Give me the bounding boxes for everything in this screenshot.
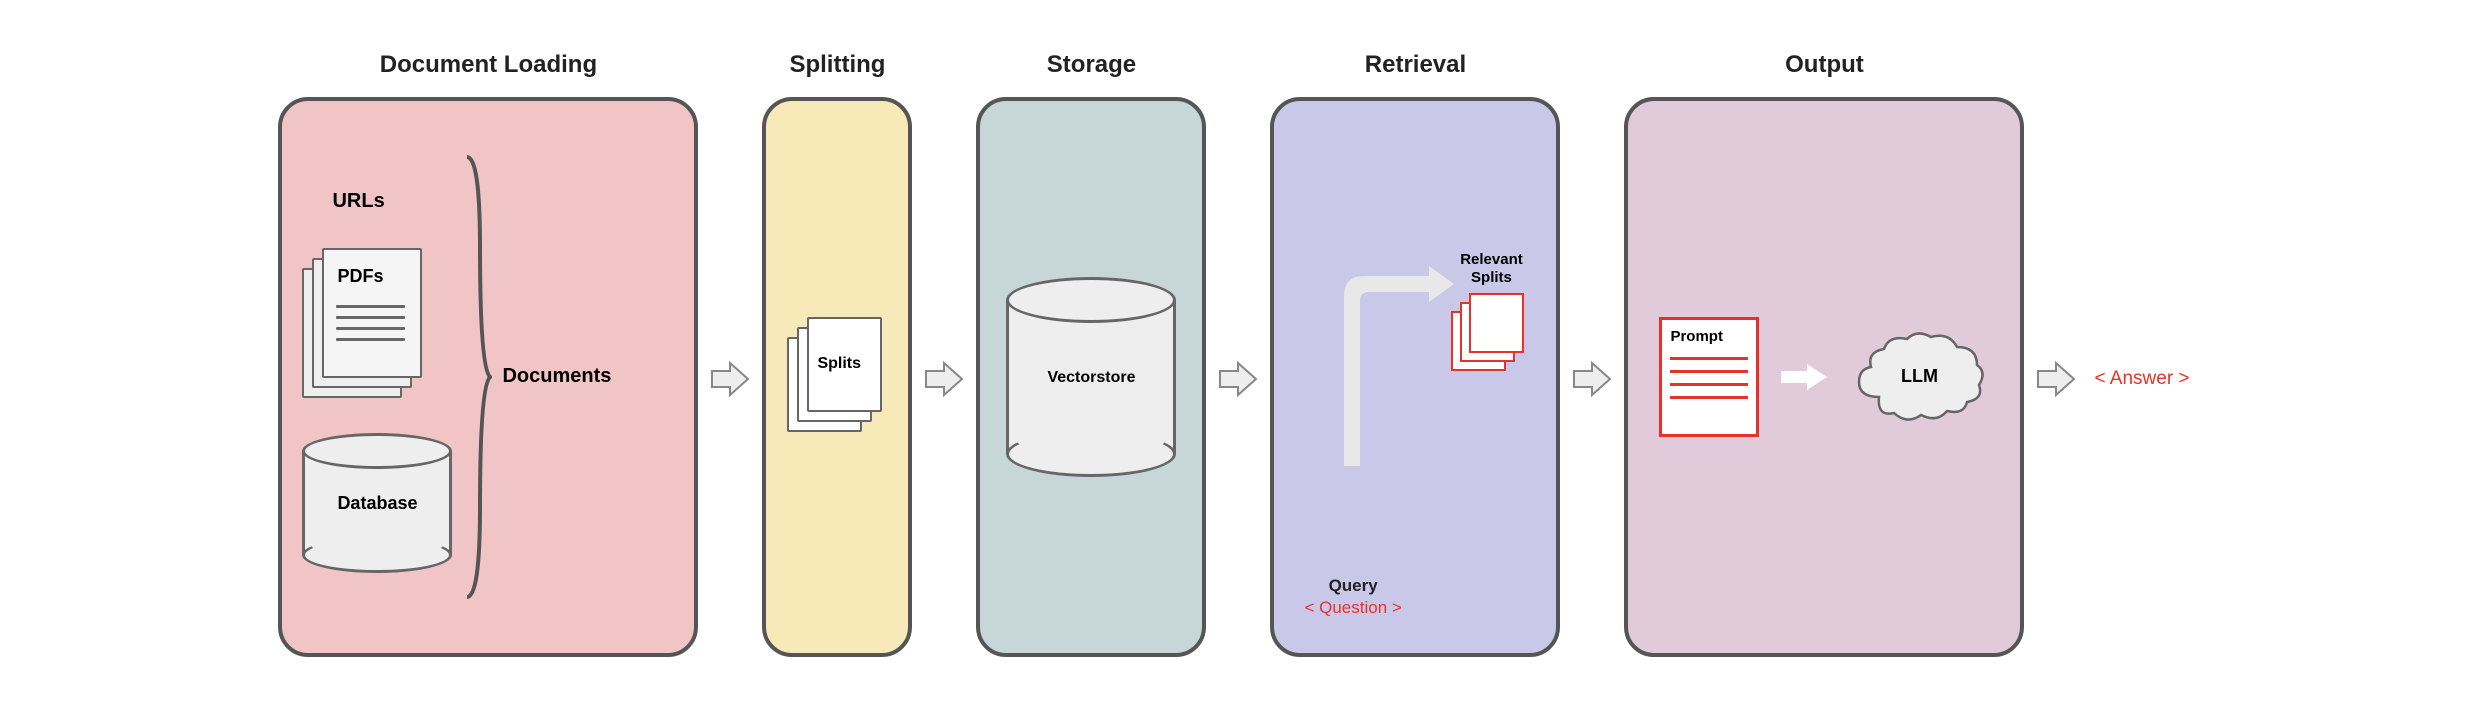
prompt-label: Prompt <box>1670 328 1748 345</box>
stage-splitting: Splitting Splits <box>762 51 912 657</box>
arrow-icon <box>710 359 750 399</box>
stage-storage: Storage Vectorstore <box>976 51 1206 657</box>
splits-label: Splits <box>817 355 861 373</box>
arrow-icon <box>1572 359 1612 399</box>
panel-output: Prompt LLM <box>1624 97 2024 657</box>
arrow-icon <box>1779 362 1829 392</box>
question-label: < Question > <box>1304 598 1401 618</box>
panel-retrieval: Relevant Splits Query < Question > <box>1270 97 1560 657</box>
vectorstore-label: Vectorstore <box>1006 369 1176 387</box>
stage-storage-title: Storage <box>1047 51 1136 79</box>
relevant-label-1: Relevant <box>1460 251 1523 268</box>
rag-pipeline-diagram: Document Loading URLs PDFs <box>278 51 2189 657</box>
llm-cloud-icon: LLM <box>1849 327 1989 427</box>
documents-label: Documents <box>502 365 611 388</box>
relevant-splits-icon <box>1451 293 1531 373</box>
stage-output-title: Output <box>1785 51 1864 79</box>
stage-retrieval: Retrieval Relevant Splits Query <box>1270 51 1560 657</box>
relevant-splits-block: Relevant Splits <box>1451 251 1531 373</box>
arrow-icon <box>2036 359 2076 399</box>
database-icon: Database <box>302 433 452 573</box>
stage-loading: Document Loading URLs PDFs <box>278 51 698 657</box>
query-block: Query < Question > <box>1304 576 1401 618</box>
vectorstore-icon: Vectorstore <box>1006 277 1176 477</box>
arrow-icon <box>924 359 964 399</box>
prompt-icon: Prompt <box>1659 317 1759 437</box>
urls-label: URLs <box>332 190 384 213</box>
llm-label: LLM <box>1901 366 1938 387</box>
stage-loading-title: Document Loading <box>380 51 597 79</box>
database-label: Database <box>302 493 452 514</box>
panel-loading: URLs PDFs Database <box>278 97 698 657</box>
pdfs-icon: PDFs <box>302 248 422 398</box>
panel-splitting: Splits <box>762 97 912 657</box>
stage-output: Output Prompt LLM <box>1624 51 2024 657</box>
relevant-label-2: Splits <box>1471 269 1512 286</box>
stage-splitting-title: Splitting <box>789 51 885 79</box>
arrow-icon <box>1218 359 1258 399</box>
panel-storage: Vectorstore <box>976 97 1206 657</box>
stage-retrieval-title: Retrieval <box>1365 51 1466 79</box>
splits-icon: Splits <box>787 317 887 437</box>
query-arrow-icon <box>1334 266 1454 466</box>
pdfs-label: PDFs <box>337 266 383 287</box>
brace-icon <box>462 147 492 607</box>
answer-label: < Answer > <box>2094 368 2189 390</box>
query-label: Query <box>1304 576 1401 596</box>
